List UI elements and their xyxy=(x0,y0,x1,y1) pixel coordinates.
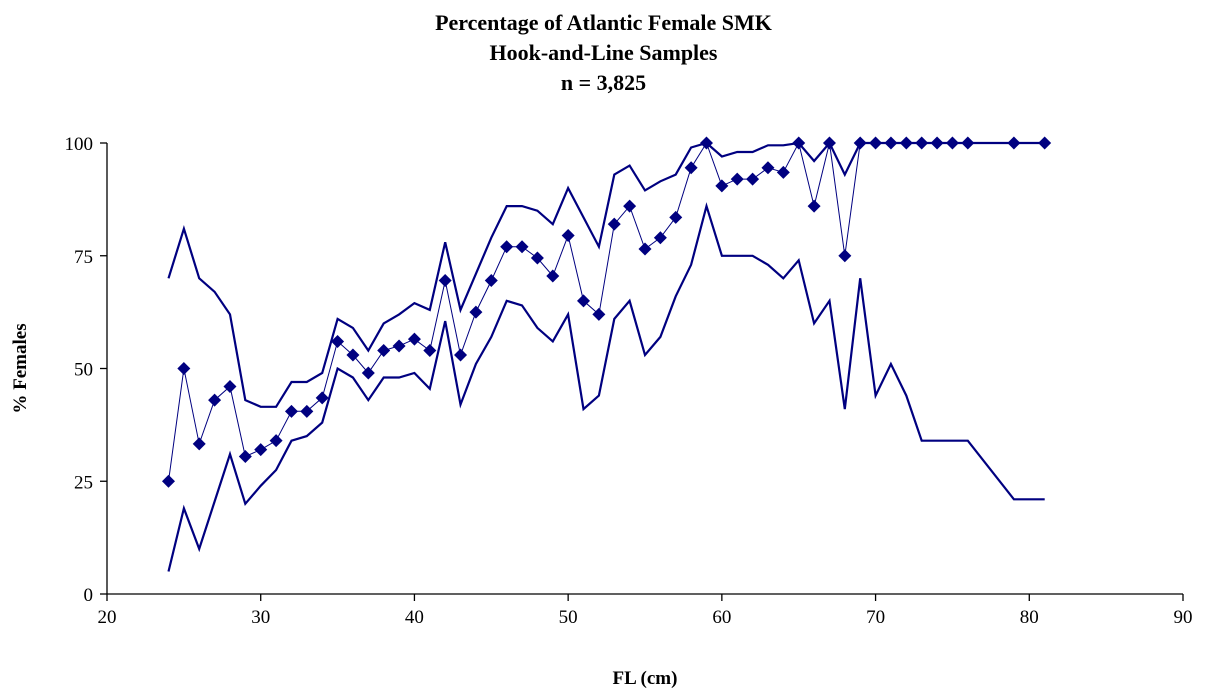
series-line-upper xyxy=(167,141,1045,408)
x-tick-label: 40 xyxy=(405,607,424,628)
x-axis-label: FL (cm) xyxy=(613,668,678,689)
data-point xyxy=(730,172,744,186)
data-point xyxy=(838,249,852,263)
y-tick-label: 75 xyxy=(74,247,93,268)
data-point xyxy=(161,474,175,488)
chart-title-line-3: n = 3,825 xyxy=(560,70,647,95)
data-point xyxy=(715,179,729,193)
x-tick-label: 50 xyxy=(559,607,578,628)
x-tick-label: 70 xyxy=(866,607,885,628)
x-tick-label: 90 xyxy=(1174,607,1193,628)
data-point xyxy=(761,161,775,175)
chart-title-line-1: Percentage of Atlantic Female SMK xyxy=(435,10,772,35)
series-markers xyxy=(161,136,1052,488)
data-point xyxy=(407,332,421,346)
y-tick-label: 0 xyxy=(84,585,94,606)
data-point xyxy=(423,343,437,357)
data-point xyxy=(792,136,806,150)
chart-title-line-2: Hook-and-Line Samples xyxy=(489,40,718,65)
data-point xyxy=(684,161,698,175)
x-tick-label: 60 xyxy=(712,607,731,628)
data-point xyxy=(223,380,237,394)
data-point xyxy=(331,334,345,348)
data-point xyxy=(254,443,268,457)
data-point xyxy=(592,307,606,321)
data-point xyxy=(899,136,913,150)
data-point xyxy=(807,199,821,213)
data-point xyxy=(530,251,544,265)
data-point xyxy=(822,136,836,150)
data-point xyxy=(346,348,360,362)
data-point xyxy=(469,305,483,319)
data-point xyxy=(776,165,790,179)
data-point xyxy=(515,240,529,254)
data-point xyxy=(238,449,252,463)
data-point xyxy=(392,339,406,353)
data-point xyxy=(177,362,191,375)
chart-title: Percentage of Atlantic Female SMK Hook-a… xyxy=(0,8,1207,98)
data-point xyxy=(284,404,298,418)
data-point xyxy=(361,366,375,380)
data-point xyxy=(546,269,560,283)
series-line-lower xyxy=(167,202,1045,572)
data-point xyxy=(438,274,452,288)
y-tick-label: 50 xyxy=(74,360,93,381)
y-tick-label: 25 xyxy=(74,472,93,493)
data-point xyxy=(315,391,329,405)
data-point xyxy=(669,210,683,224)
data-point xyxy=(377,343,391,357)
data-point xyxy=(607,217,621,231)
data-point xyxy=(1038,136,1052,150)
data-point xyxy=(746,172,760,186)
data-point xyxy=(915,136,929,150)
data-point xyxy=(961,136,975,150)
data-point xyxy=(561,228,575,242)
data-point xyxy=(269,434,283,448)
axes: 20 30 40 50 60 70 80 90 0 25 50 75 100 xyxy=(65,134,1193,628)
data-point xyxy=(945,136,959,150)
data-point xyxy=(869,136,883,150)
data-point xyxy=(577,294,591,308)
data-point xyxy=(623,199,637,213)
data-point xyxy=(192,437,206,451)
series-line-observed xyxy=(168,141,1045,482)
data-point xyxy=(930,136,944,150)
y-axis-label: % Females xyxy=(10,323,31,413)
data-point xyxy=(853,136,867,150)
data-point xyxy=(884,136,898,150)
data-point xyxy=(500,240,514,254)
data-point xyxy=(699,136,713,150)
x-tick-label: 30 xyxy=(251,607,270,628)
data-point xyxy=(208,393,222,407)
data-point xyxy=(1007,136,1021,150)
data-point xyxy=(653,231,667,245)
data-point xyxy=(454,348,468,362)
data-point xyxy=(484,274,498,288)
data-point xyxy=(300,404,314,418)
series-lines xyxy=(167,141,1045,572)
x-tick-label: 20 xyxy=(98,607,117,628)
data-point xyxy=(638,242,652,256)
y-tick-label: 100 xyxy=(65,134,94,155)
x-tick-label: 80 xyxy=(1020,607,1039,628)
